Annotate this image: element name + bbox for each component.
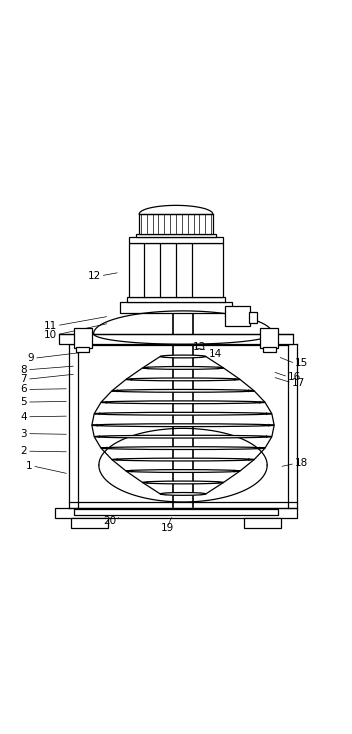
Text: 4: 4 [20,412,27,422]
Text: 16: 16 [288,372,301,382]
Bar [74,509,278,515]
Ellipse shape [160,355,206,358]
Text: 5: 5 [20,397,27,407]
Ellipse shape [143,366,224,369]
Text: 19: 19 [161,523,174,533]
Bar [55,508,297,518]
Bar [74,328,92,348]
Ellipse shape [126,470,240,473]
Ellipse shape [92,424,274,426]
Bar [225,306,250,326]
Bar [260,328,278,348]
Ellipse shape [126,378,240,381]
Text: 2: 2 [20,446,27,456]
Ellipse shape [160,493,206,495]
Bar [71,517,108,528]
Text: 7: 7 [20,374,27,385]
Bar [263,346,276,352]
Ellipse shape [101,401,265,404]
Ellipse shape [143,481,224,484]
Text: 1: 1 [26,461,32,471]
Text: 20: 20 [103,516,117,526]
Text: 10: 10 [44,330,57,340]
Text: 8: 8 [20,365,27,375]
Bar [249,312,257,323]
Text: 17: 17 [292,378,305,388]
Bar [139,214,213,234]
Ellipse shape [112,458,254,461]
Bar [129,237,223,242]
Ellipse shape [94,435,272,438]
Bar [127,297,225,302]
Bar [58,334,294,344]
Text: 15: 15 [295,358,308,368]
Text: 6: 6 [20,385,27,394]
Bar [76,346,89,352]
Bar [136,234,216,237]
Bar [244,517,281,528]
Text: 9: 9 [27,353,34,363]
Ellipse shape [101,447,265,449]
Bar [129,242,223,297]
Ellipse shape [94,413,272,415]
Text: 3: 3 [20,429,27,439]
Bar [120,302,232,313]
Ellipse shape [112,390,254,392]
Text: 11: 11 [44,321,57,330]
Text: 14: 14 [209,349,222,359]
Text: 13: 13 [193,342,206,352]
Text: 12: 12 [87,271,101,281]
Text: 18: 18 [295,459,308,468]
